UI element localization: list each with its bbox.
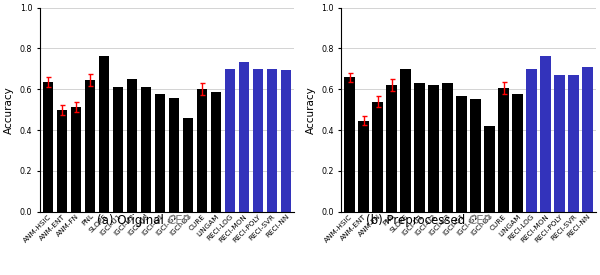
Bar	[554, 75, 565, 212]
Bar	[99, 56, 109, 212]
Bar	[225, 69, 235, 212]
Bar	[568, 75, 578, 212]
Bar	[85, 80, 95, 212]
Bar	[400, 69, 411, 212]
Y-axis label: Accuracy: Accuracy	[305, 86, 316, 134]
Bar	[239, 62, 250, 212]
Bar	[540, 56, 551, 212]
Bar	[344, 77, 355, 212]
Bar	[57, 110, 67, 212]
Bar	[169, 98, 179, 212]
Bar	[498, 88, 509, 212]
Bar	[127, 79, 137, 212]
Bar	[155, 94, 166, 212]
Bar	[183, 118, 193, 212]
Bar	[470, 100, 481, 212]
Bar	[373, 101, 383, 212]
Bar	[113, 87, 124, 212]
Bar	[415, 82, 425, 212]
Bar	[457, 96, 467, 212]
Text: CEP: CEP	[469, 214, 491, 227]
Bar	[43, 82, 53, 212]
Bar	[253, 69, 263, 212]
Bar	[267, 69, 277, 212]
Bar	[582, 67, 593, 212]
Bar	[197, 89, 208, 212]
Bar	[428, 85, 439, 212]
Bar	[141, 87, 151, 212]
Bar	[386, 85, 397, 212]
Bar	[512, 94, 523, 212]
Bar	[211, 92, 221, 212]
Text: CEP: CEP	[167, 214, 190, 227]
Bar	[71, 107, 82, 212]
Bar	[526, 69, 537, 212]
Text: (a) Original: (a) Original	[97, 214, 167, 227]
Y-axis label: Accuracy: Accuracy	[4, 86, 14, 134]
Bar	[281, 70, 291, 212]
Text: (b) Preprocessed: (b) Preprocessed	[365, 214, 469, 227]
Bar	[484, 126, 495, 212]
Bar	[442, 82, 453, 212]
Bar	[358, 120, 369, 212]
